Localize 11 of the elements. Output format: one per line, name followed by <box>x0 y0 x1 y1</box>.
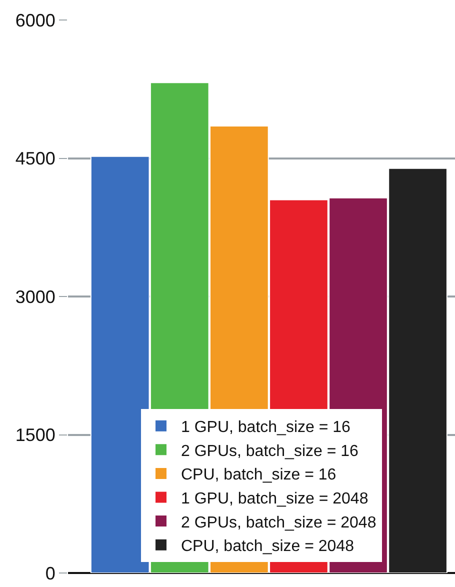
y-tick-label: 3000 <box>15 286 56 307</box>
y-tick-label: 4500 <box>15 148 56 169</box>
legend-label: 1 GPU, batch_size = 2048 <box>181 490 368 508</box>
y-tick-label: 0 <box>45 563 56 584</box>
legend-label: CPU, batch_size = 2048 <box>181 538 354 556</box>
legend-label: CPU, batch_size = 16 <box>181 466 336 484</box>
legend-label: 2 GPUs, batch_size = 2048 <box>181 514 376 532</box>
legend-label: 2 GPUs, batch_size = 16 <box>181 442 359 460</box>
legend-label: 1 GPU, batch_size = 16 <box>181 419 351 436</box>
y-tick-label: 6000 <box>15 10 56 30</box>
y-tick-label: 1500 <box>15 425 56 446</box>
